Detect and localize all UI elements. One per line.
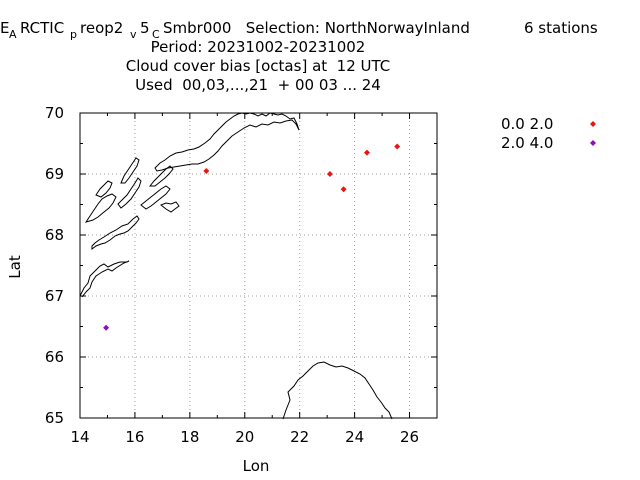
legend-marker [590, 140, 596, 146]
x-axis-label: Lon [243, 457, 270, 475]
x-tick-label: 22 [290, 428, 309, 446]
legend-label: 2.0 4.0 [501, 134, 553, 152]
coastline-island-1 [84, 193, 117, 223]
y-tick-label: 66 [45, 348, 64, 366]
station-count: 6 stations [524, 19, 598, 37]
coastline-island-7 [160, 201, 180, 213]
x-tick-label: 14 [70, 428, 89, 446]
coastline-island-6 [148, 165, 174, 187]
coastline-island-4 [120, 157, 140, 184]
coastline-finland-coast [282, 361, 393, 420]
data-point-series-1 [363, 149, 370, 156]
y-tick-label: 67 [45, 287, 64, 305]
x-tick-label: 24 [345, 428, 364, 446]
data-point-series-2 [103, 324, 110, 331]
data-point-series-1 [203, 167, 210, 174]
title-part-arctic: RCTIC [20, 19, 64, 37]
x-tick-label: 16 [125, 428, 144, 446]
y-tick-label: 69 [45, 165, 64, 183]
grid-lines [80, 113, 437, 418]
data-point-series-1 [326, 171, 333, 177]
legend: 0.0 2.02.0 4.0 [501, 115, 596, 152]
data-point-series-1 [340, 186, 347, 193]
coastline-island-2 [95, 180, 113, 198]
legend-label: 0.0 2.0 [501, 115, 553, 133]
x-tick-label: 18 [180, 428, 199, 446]
title-prefix: E [0, 19, 9, 37]
chart-title: E A RCTIC p reop2 v 5 C Smbr000 Selectio… [0, 19, 598, 94]
coastline-south [79, 260, 130, 298]
title-sub-c: C [152, 28, 160, 41]
legend-marker [590, 121, 596, 127]
y-tick-label: 70 [45, 104, 64, 122]
coastline-peninsula-1 [91, 215, 140, 250]
title-sub-a: A [9, 28, 17, 41]
coastline-map [79, 112, 393, 420]
plot-frame [79, 112, 438, 419]
title-part-5: 5 [140, 19, 150, 37]
y-tick-label: 68 [45, 226, 64, 244]
used-label: Used 00,03,...,21 + 00 03 ... 24 [135, 76, 381, 94]
coastline-north [154, 112, 300, 172]
x-tick-label: 26 [400, 428, 419, 446]
plot-axes: 14 16 18 20 22 24 26 65 66 67 68 69 70 [45, 104, 438, 446]
data-points [103, 143, 401, 331]
title-part-selection: Smbr000 Selection: NorthNorwayInland [163, 19, 470, 37]
title-sub-v: v [130, 28, 137, 41]
x-tick-label: 20 [235, 428, 254, 446]
coastline-island-3 [117, 177, 142, 209]
y-axis-label: Lat [6, 255, 24, 279]
coastline-island-5 [140, 185, 171, 210]
title-sub-p: p [70, 28, 77, 41]
data-point-series-1 [394, 143, 401, 150]
title-part-reop: reop2 [80, 19, 123, 37]
subtitle-label: Cloud cover bias [octas] at 12 UTC [126, 57, 391, 75]
y-tick-label: 65 [45, 409, 64, 427]
period-label: Period: 20231002-20231002 [151, 38, 366, 56]
